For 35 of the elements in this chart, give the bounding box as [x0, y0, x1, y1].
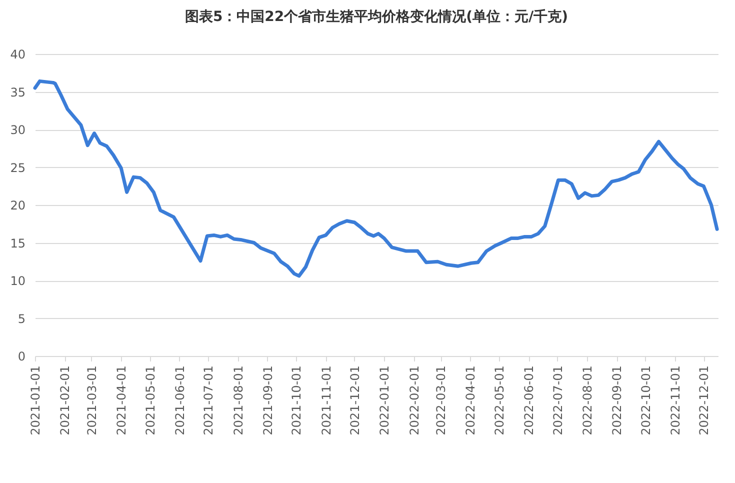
x-tick-label: 2022-03-01: [434, 366, 448, 436]
x-tick-label: 2021-03-01: [84, 366, 99, 436]
x-tick-label: 2022-01-01: [378, 366, 392, 436]
y-tick-label: 25: [10, 160, 26, 175]
x-tick-label: 2021-05-01: [143, 366, 158, 436]
x-tick-label: 2022-04-01: [464, 366, 478, 436]
x-tick-label: 2021-06-01: [172, 366, 187, 436]
x-tick-label: 2021-04-01: [114, 366, 129, 436]
line-series: [33, 79, 719, 278]
chart-title: 图表5：中国22个省市生猪平均价格变化情况(单位：元/千克): [184, 8, 568, 25]
x-tick-label: 2021-12-01: [348, 366, 362, 436]
x-tick-label: 2021-07-01: [202, 366, 216, 436]
x-tick-label: 2022-12-01: [697, 366, 712, 436]
x-tick-label: 2021-08-01: [231, 366, 246, 436]
y-tick-label: 40: [10, 48, 26, 62]
y-tick-label: 20: [10, 198, 26, 212]
x-tick-label: 2022-11-01: [668, 366, 682, 436]
y-tick-label: 35: [10, 85, 26, 100]
y-tick-label: 5: [18, 312, 26, 326]
x-tick-label: 2022-05-01: [492, 366, 506, 436]
x-tick-label: 2021-01-01: [28, 366, 42, 436]
x-tick-label: 2021-09-01: [260, 366, 275, 436]
x-tick-label: 2022-02-01: [407, 366, 422, 436]
x-tick-label: 2021-10-01: [290, 366, 304, 436]
x-tick-label: 2022-07-01: [550, 366, 565, 436]
y-tick-label: 10: [10, 274, 26, 288]
x-tick-label: 2022-08-01: [580, 366, 594, 436]
x-tick-label: 2022-06-01: [522, 366, 536, 436]
x-tick-label: 2022-09-01: [610, 366, 624, 436]
x-tick-label: 2021-02-01: [58, 366, 72, 436]
x-tick-label: 2021-11-01: [319, 366, 334, 436]
y-tick-label: 15: [10, 236, 26, 250]
x-tick-label: 2022-10-01: [638, 366, 653, 436]
y-tick-label: 0: [18, 350, 26, 364]
y-tick-label: 30: [10, 123, 26, 137]
